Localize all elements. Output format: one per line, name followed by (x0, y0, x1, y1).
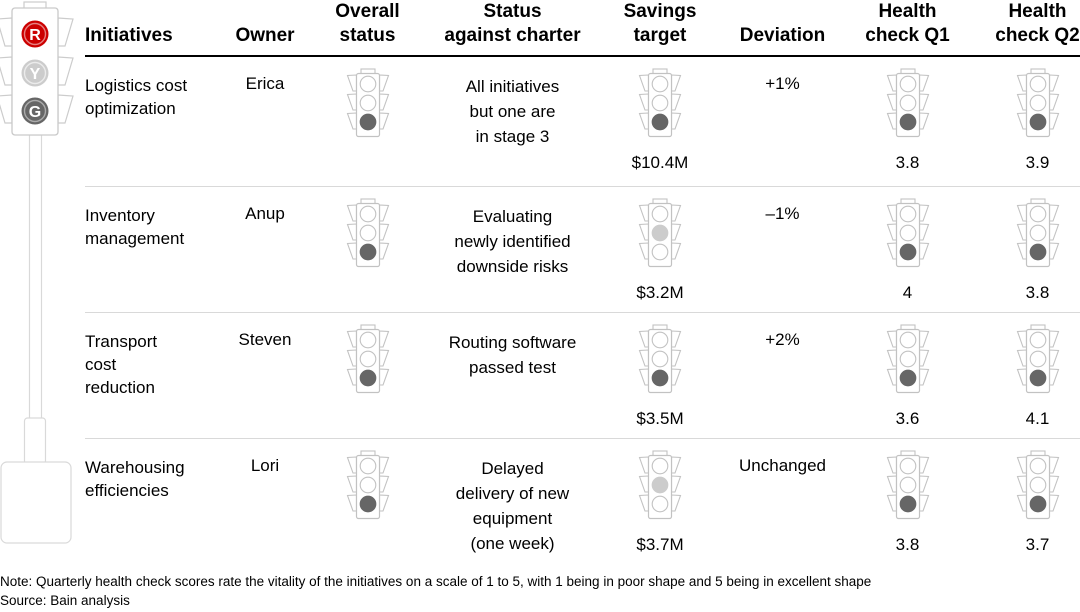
overall-status-cell (315, 57, 420, 186)
health-check-q1-cell: 3.8 (850, 57, 965, 186)
green-lamp: G (21, 97, 49, 125)
col-header-health-check-q1: Health check Q1 (865, 1, 950, 46)
traffic-light-icon (637, 198, 683, 273)
col-header-status-against-charter: Status against charter (444, 1, 581, 46)
initiative-name: Transport cost reduction (85, 332, 158, 397)
col-header-deviation: Deviation (739, 25, 826, 46)
traffic-light-icon (637, 450, 683, 525)
table-row: Warehousing efficiencies Lori Delayed de… (85, 439, 1080, 565)
col-header-overall-status: Overall status (335, 1, 400, 46)
deviation-value: Unchanged (739, 456, 826, 475)
traffic-light-icon (885, 68, 931, 143)
charter-status-text: Routing software passed test (448, 333, 577, 377)
initiatives-table: Initiatives Owner Overall status Status … (85, 0, 1080, 565)
initiative-name: Inventory management (85, 206, 185, 248)
traffic-light-icon (345, 324, 391, 399)
table-row: Inventory management Anup Evaluating new… (85, 187, 1080, 313)
traffic-light-icon (345, 198, 391, 273)
health-check-q1-score: 3.6 (895, 409, 920, 428)
note-text: Note: Quarterly health check scores rate… (0, 574, 872, 589)
health-check-q2-cell: 3.9 (965, 57, 1080, 186)
table-header-row: Initiatives Owner Overall status Status … (85, 0, 1080, 57)
traffic-light-icon (885, 450, 931, 525)
svg-text:G: G (29, 104, 41, 121)
health-check-q1-cell: 3.6 (850, 313, 965, 438)
savings-target-value: $3.5M (636, 409, 684, 428)
health-check-q2-score: 3.7 (1025, 535, 1050, 554)
initiative-name: Warehousing efficiencies (85, 458, 185, 500)
charter-status-text: All initiatives but one are in stage 3 (465, 77, 560, 146)
traffic-light-icon (637, 324, 683, 399)
traffic-light-icon (1015, 68, 1061, 143)
source-text: Source: Bain analysis (0, 593, 130, 608)
health-check-q2-cell: 4.1 (965, 313, 1080, 438)
savings-target-cell: $10.4M (605, 57, 715, 186)
health-check-q1-cell: 4 (850, 187, 965, 312)
charter-status-text: Delayed delivery of new equipment (one w… (455, 459, 570, 553)
footer: Note: Quarterly health check scores rate… (0, 572, 1080, 610)
savings-target-value: $3.7M (636, 535, 684, 554)
traffic-light-icon (345, 68, 391, 143)
health-check-q1-score: 3.8 (895, 153, 920, 172)
deviation-value: +1% (765, 74, 800, 93)
charter-status-text: Evaluating newly identified downside ris… (454, 207, 571, 276)
health-check-q2-cell: 3.7 (965, 439, 1080, 565)
table-row: Transport cost reduction Steven Routing … (85, 313, 1080, 439)
traffic-light-icon (885, 324, 931, 399)
col-header-savings-target: Savings target (623, 1, 697, 46)
health-check-q2-cell: 3.8 (965, 187, 1080, 312)
deviation-value: +2% (765, 330, 800, 349)
health-check-q2-score: 4.1 (1025, 409, 1050, 428)
yellow-lamp: Y (21, 59, 49, 87)
red-lamp: R (21, 20, 49, 48)
savings-target-cell: $3.2M (605, 187, 715, 312)
health-check-q1-cell: 3.8 (850, 439, 965, 565)
traffic-light-icon (885, 198, 931, 273)
savings-target-cell: $3.5M (605, 313, 715, 438)
svg-text:Y: Y (30, 66, 41, 83)
owner-name: Lori (250, 456, 280, 475)
deviation-value: –1% (765, 204, 800, 223)
col-header-owner: Owner (235, 25, 295, 46)
health-check-q1-score: 4 (902, 283, 913, 302)
col-header-initiatives: Initiatives (85, 25, 173, 46)
traffic-light-icon (1015, 450, 1061, 525)
savings-target-value: $3.2M (636, 283, 684, 302)
owner-name: Steven (238, 330, 292, 349)
overall-status-cell (315, 313, 420, 438)
traffic-light-icon (1015, 324, 1061, 399)
traffic-light-icon (1015, 198, 1061, 273)
owner-name: Anup (245, 204, 285, 223)
traffic-light-icon (637, 68, 683, 143)
savings-target-value: $10.4M (631, 153, 689, 172)
traffic-light-icon (345, 450, 391, 525)
traffic-light-legend-icon: R Y G (0, 1, 74, 544)
health-check-q2-score: 3.8 (1025, 283, 1050, 302)
owner-name: Erica (245, 74, 285, 93)
savings-target-cell: $3.7M (605, 439, 715, 565)
overall-status-cell (315, 439, 420, 565)
health-check-q1-score: 3.8 (895, 535, 920, 554)
initiative-name: Logistics cost optimization (85, 76, 188, 118)
svg-text:R: R (29, 27, 41, 44)
health-check-q2-score: 3.9 (1025, 153, 1050, 172)
col-header-health-check-q2: Health check Q2 (995, 1, 1080, 46)
overall-status-cell (315, 187, 420, 312)
table-row: Logistics cost optimization Erica All in… (85, 57, 1080, 187)
